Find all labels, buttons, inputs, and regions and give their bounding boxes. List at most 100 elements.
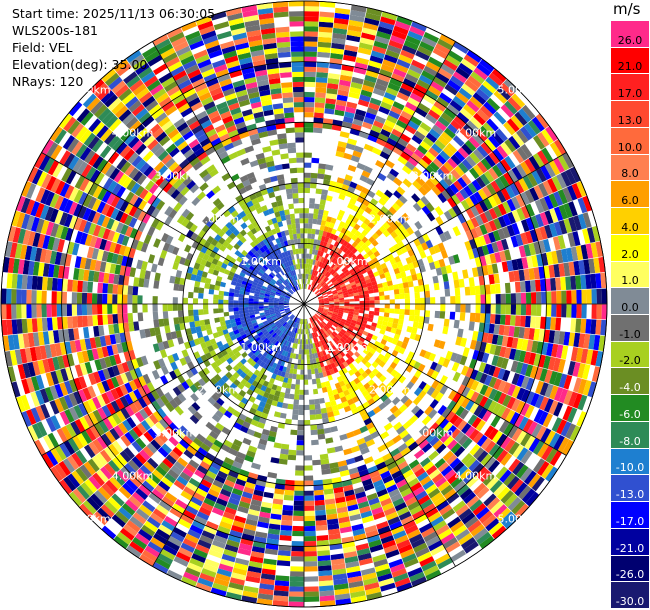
range-gate <box>273 352 279 358</box>
range-gate <box>119 395 130 408</box>
range-gate <box>322 417 330 424</box>
range-gate <box>233 300 239 304</box>
range-gate <box>232 409 241 418</box>
range-gate <box>287 336 292 342</box>
range-gate <box>107 415 118 428</box>
range-gate <box>368 314 374 319</box>
range-gate <box>257 593 274 601</box>
range-gate <box>330 467 340 474</box>
range-gate <box>571 289 577 304</box>
range-gate <box>157 257 165 267</box>
range-gate <box>430 361 438 371</box>
range-gate <box>297 359 302 365</box>
range-gate <box>504 282 511 294</box>
range-gate <box>136 468 149 481</box>
range-gate <box>398 87 412 97</box>
range-gate <box>185 463 197 474</box>
range-gate <box>454 165 465 177</box>
range-gate <box>332 313 338 317</box>
range-gate <box>21 304 27 319</box>
range-gate <box>56 304 62 317</box>
range-gate <box>376 488 389 498</box>
range-gate <box>322 344 327 351</box>
range-gate <box>212 426 222 436</box>
range-gate <box>487 135 501 149</box>
range-gate <box>511 427 523 442</box>
range-gate <box>110 400 121 413</box>
range-gate <box>402 229 410 238</box>
range-gate <box>177 304 183 311</box>
range-gate <box>511 385 521 399</box>
range-gate <box>342 546 357 554</box>
range-gate <box>307 374 312 380</box>
range-gate <box>313 327 317 333</box>
range-gate <box>461 83 476 96</box>
range-gate <box>275 374 281 381</box>
range-gate <box>282 402 289 409</box>
range-gate <box>111 412 122 425</box>
range-gate <box>278 349 284 355</box>
range-gate <box>320 382 327 388</box>
range-gate <box>345 394 353 401</box>
range-gate <box>97 293 103 304</box>
range-gate <box>548 370 558 386</box>
range-gate <box>525 377 535 391</box>
range-gate <box>76 432 88 447</box>
range-gate <box>327 321 333 327</box>
range-gate <box>469 499 484 512</box>
range-gate <box>380 535 395 545</box>
range-gate <box>358 131 370 139</box>
range-gate <box>370 246 378 254</box>
range-gate <box>309 399 315 405</box>
range-gate <box>497 228 506 240</box>
range-gate <box>318 26 333 33</box>
range-gate <box>461 158 473 171</box>
range-gate <box>397 283 404 289</box>
range-gate <box>107 293 113 304</box>
range-gate <box>394 534 409 545</box>
range-gate <box>486 333 494 344</box>
range-gate <box>305 278 307 284</box>
range-gate <box>120 466 133 479</box>
range-gate <box>396 58 411 69</box>
range-gate <box>287 403 294 410</box>
range-gate <box>129 475 142 488</box>
range-gate <box>478 395 489 408</box>
range-gate <box>313 270 317 276</box>
range-gate <box>319 287 324 292</box>
range-gate <box>124 499 139 512</box>
range-gate <box>331 404 339 412</box>
range-gate <box>414 369 423 379</box>
range-gate <box>334 445 344 453</box>
range-gate <box>418 522 433 534</box>
range-gate <box>353 145 364 154</box>
range-gate <box>259 583 275 591</box>
range-gate <box>264 548 279 556</box>
range-gate <box>334 593 351 601</box>
range-gate <box>319 329 324 335</box>
range-gate <box>367 332 374 339</box>
range-gate <box>473 482 487 496</box>
range-gate <box>463 185 474 197</box>
range-gate <box>289 576 304 582</box>
range-gate <box>515 400 526 414</box>
range-gate <box>308 213 314 219</box>
range-gate <box>281 514 293 521</box>
range-gate <box>294 389 300 395</box>
range-gate <box>430 389 440 399</box>
range-gate <box>507 211 517 225</box>
range-gate <box>105 479 119 494</box>
range-gate <box>364 74 378 84</box>
range-gate <box>313 239 318 245</box>
range-gate <box>433 282 440 291</box>
range-gate <box>323 297 329 300</box>
range-gate <box>328 340 334 347</box>
range-gate <box>450 119 463 132</box>
range-gate <box>209 430 219 440</box>
range-gate <box>493 483 507 497</box>
range-gate <box>333 17 349 25</box>
range-gate <box>492 192 502 206</box>
range-gate <box>439 150 451 162</box>
range-gate <box>297 323 300 329</box>
range-gate <box>492 446 505 460</box>
